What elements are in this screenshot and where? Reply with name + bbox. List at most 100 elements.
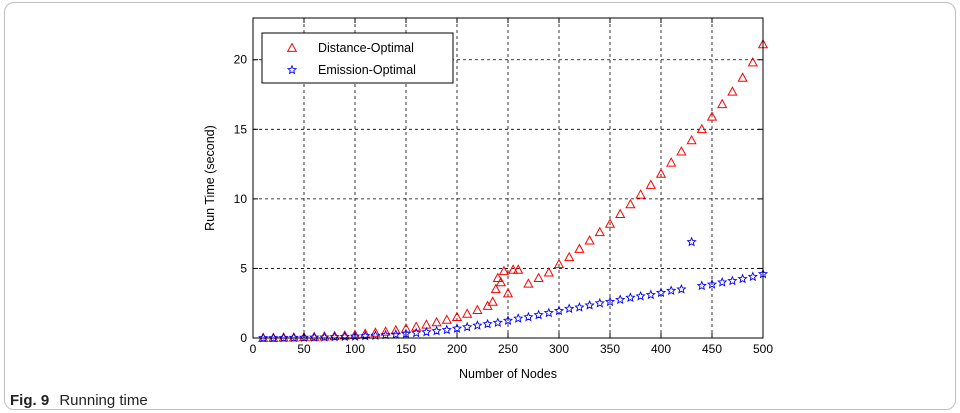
legend-triangle-marker — [286, 42, 298, 52]
emission-optimal-point — [635, 290, 646, 301]
emission-optimal-point — [492, 317, 503, 328]
distance-optimal-point — [706, 111, 718, 121]
emission-optimal-point — [584, 299, 595, 310]
distance-optimal-point — [635, 189, 646, 199]
emission-optimal-point — [258, 332, 269, 343]
emission-optimal-point — [564, 303, 575, 314]
distance-optimal-point — [498, 265, 510, 276]
legend-label-distance-optimal: Distance-Optimal — [318, 41, 414, 55]
emission-optimal-point — [574, 302, 585, 312]
distance-optimal-point — [553, 258, 565, 269]
emission-optimal-point — [278, 332, 289, 343]
x-axis-label: Number of Nodes — [459, 367, 557, 381]
emission-optimal-point — [594, 297, 605, 308]
distance-optimal-point — [696, 123, 707, 134]
emission-optimal-point — [421, 326, 432, 337]
emission-optimal-point — [615, 294, 626, 305]
x-tick-label: 300 — [549, 342, 569, 356]
distance-optimal-point — [462, 308, 473, 318]
distance-optimal-point — [594, 226, 605, 237]
distance-optimal-point — [564, 251, 575, 262]
emission-optimal-point — [411, 327, 422, 338]
distance-optimal-point — [676, 146, 687, 156]
figure-caption: Fig. 9 Running time — [10, 392, 148, 409]
emission-optimal-point — [451, 323, 463, 333]
emission-optimal-point — [727, 275, 738, 286]
x-tick-label: 250 — [498, 342, 518, 356]
distance-optimal-point — [747, 56, 758, 67]
emission-optimal-point — [431, 325, 442, 336]
distance-optimal-point — [604, 218, 616, 228]
figure-frame — [4, 2, 956, 410]
data-points — [258, 38, 769, 343]
distance-optimal-point — [278, 332, 289, 342]
axis-ticks: 0 50 100 150 200 250 300 350 400 450 500 0 5 10 15 20 — [234, 18, 773, 356]
legend-label-emission-optimal: Emission-Optimal — [318, 63, 416, 77]
emission-optimal-point — [543, 307, 554, 318]
distance-optimal-point — [451, 311, 463, 322]
distance-optimal-point — [411, 321, 422, 331]
emission-optimal-point — [482, 318, 493, 329]
y-tick-label: 15 — [234, 122, 248, 136]
distance-optimal-point — [258, 332, 269, 342]
distance-optimal-point — [717, 98, 728, 109]
distance-optimal-point — [441, 314, 452, 324]
distance-optimal-point — [686, 134, 697, 145]
emission-optimal-point — [696, 280, 707, 291]
distance-optimal-point — [431, 316, 442, 327]
distance-optimal-point — [472, 304, 483, 315]
distance-optimal-point — [666, 157, 677, 167]
distance-optimal-point — [288, 332, 299, 342]
distance-optimal-point — [645, 179, 656, 189]
emission-optimal-point — [747, 271, 758, 282]
distance-optimal-point — [490, 283, 501, 294]
emission-optimal-point — [625, 292, 636, 302]
legend-star-marker — [286, 64, 298, 75]
distance-optimal-point — [400, 323, 412, 333]
emission-optimal-point — [604, 296, 616, 307]
distance-optimal-point — [615, 208, 626, 219]
x-tick-label: 0 — [250, 342, 257, 356]
distance-optimal-point — [309, 331, 320, 341]
x-tick-label: 450 — [702, 342, 722, 356]
distance-optimal-point — [492, 272, 503, 283]
emission-optimal-point — [502, 315, 514, 325]
distance-optimal-point — [370, 327, 381, 337]
emission-optimal-point — [441, 324, 452, 335]
distance-optimal-point — [487, 296, 498, 306]
emission-optimal-point — [717, 276, 728, 287]
emission-optimal-point — [288, 332, 299, 343]
emission-optimal-point — [380, 329, 391, 340]
y-tick-label: 5 — [240, 261, 247, 275]
distance-optimal-point — [737, 72, 748, 82]
emission-optimal-point — [523, 311, 534, 322]
distance-optimal-point — [268, 332, 279, 342]
emission-optimal-point — [686, 236, 697, 247]
emission-optimal-point — [309, 332, 320, 342]
x-tick-label: 500 — [753, 342, 773, 356]
distance-optimal-point — [390, 324, 401, 335]
distance-optimal-point — [523, 278, 534, 288]
distance-optimal-point — [574, 243, 585, 253]
figure-number: Fig. 9 — [10, 392, 50, 409]
y-tick-label: 20 — [234, 53, 248, 67]
emission-optimal-point — [298, 332, 310, 342]
distance-optimal-point — [625, 198, 636, 209]
x-tick-label: 200 — [447, 342, 467, 356]
run-time-chart: 0 50 100 150 200 250 300 350 400 450 500 0 5 10 15 20 N… — [203, 17, 773, 381]
figure-caption-text: Running time — [59, 392, 148, 409]
distance-optimal-point — [655, 168, 667, 178]
emission-optimal-point — [319, 331, 330, 342]
emission-optimal-point — [645, 289, 656, 300]
legend: Distance-Optimal Emission-Optimal — [261, 32, 454, 84]
distance-optimal-point — [533, 272, 544, 283]
emission-optimal-point — [472, 320, 483, 330]
emission-optimal-point — [553, 305, 565, 316]
distance-optimal-point — [502, 287, 514, 298]
distance-optimal-point — [513, 264, 524, 274]
emission-optimal-point — [390, 329, 401, 339]
distance-optimal-point — [360, 328, 371, 338]
legend-box — [261, 32, 454, 84]
emission-optimal-point — [655, 287, 667, 298]
emission-optimal-point — [737, 273, 748, 284]
